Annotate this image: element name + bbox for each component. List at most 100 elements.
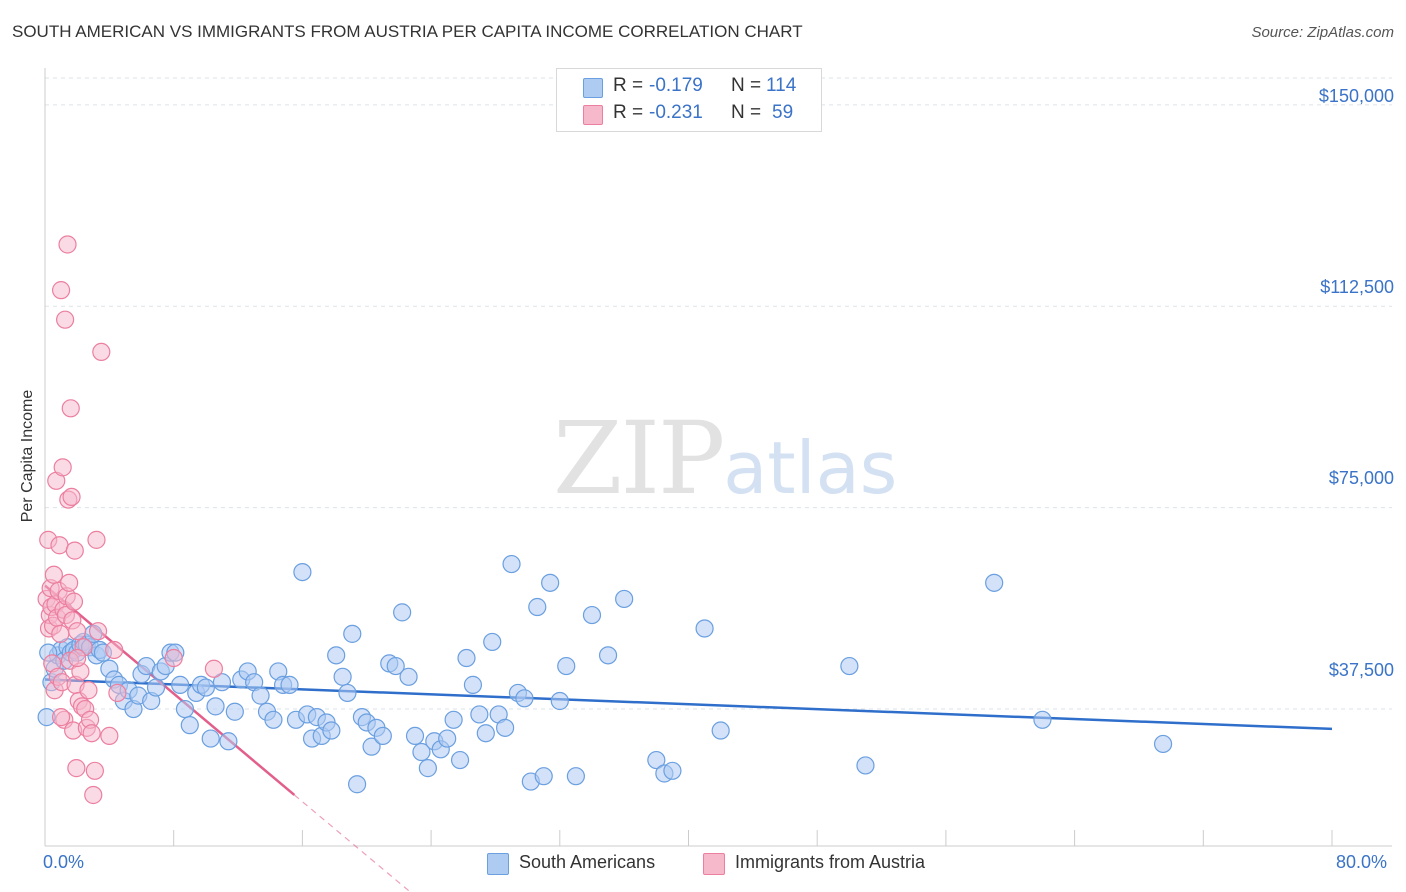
legend-n-value: 114 bbox=[766, 75, 797, 96]
south-american-point bbox=[225, 702, 244, 721]
x-tick-label-max: 80.0% bbox=[1336, 852, 1388, 872]
south-american-point bbox=[327, 646, 346, 665]
austria-point bbox=[67, 759, 86, 778]
legend-n-label: N = bbox=[731, 75, 762, 96]
south-american-point bbox=[343, 624, 362, 643]
bottom-legend-austria: Immigrants from Austria bbox=[703, 852, 963, 876]
bottom-legend-south-americans: South Americans bbox=[487, 852, 687, 876]
south-american-point bbox=[695, 619, 714, 638]
austria-point bbox=[51, 281, 71, 300]
pink-swatch-icon bbox=[583, 105, 603, 125]
south-american-point bbox=[582, 605, 602, 625]
austria-point bbox=[92, 342, 111, 362]
austria-point bbox=[44, 565, 63, 584]
austria-point bbox=[82, 724, 101, 743]
south-american-point bbox=[175, 699, 195, 719]
south-american-point bbox=[598, 646, 618, 665]
south-american-point bbox=[528, 597, 547, 617]
austria-point bbox=[204, 659, 224, 678]
south-american-point bbox=[438, 729, 457, 748]
austria-point bbox=[51, 708, 71, 727]
y-tick-label: $112,500 bbox=[1320, 277, 1394, 297]
south-american-point bbox=[550, 691, 569, 711]
south-american-point bbox=[711, 721, 730, 740]
south-american-point bbox=[201, 729, 220, 748]
south-american-point bbox=[280, 675, 299, 694]
south-american-point bbox=[393, 603, 412, 622]
south-american-point bbox=[647, 750, 666, 770]
south-american-point bbox=[362, 737, 381, 756]
south-american-point bbox=[444, 710, 463, 729]
austria-point bbox=[84, 785, 103, 805]
south-american-point bbox=[463, 675, 483, 694]
source-label: Source: ZipAtlas.com bbox=[1251, 24, 1394, 41]
south-american-point bbox=[293, 562, 312, 582]
south-american-point bbox=[338, 683, 357, 703]
legend-label-austria: Immigrants from Austria bbox=[735, 852, 926, 872]
y-axis-label: Per Capita Income bbox=[19, 389, 36, 523]
south-american-point bbox=[663, 761, 682, 780]
south-american-point bbox=[322, 721, 341, 740]
austria-point bbox=[108, 683, 127, 703]
chart-title: SOUTH AMERICAN VS IMMIGRANTS FROM AUSTRI… bbox=[12, 22, 803, 41]
blue-swatch-icon bbox=[487, 853, 509, 875]
south-american-point bbox=[206, 697, 225, 716]
austria-point bbox=[105, 640, 124, 660]
legend-r-value: -0.179 bbox=[649, 75, 703, 96]
south-american-point bbox=[840, 656, 859, 676]
austria-point bbox=[62, 487, 81, 507]
south-american-point bbox=[196, 678, 215, 697]
legend-label-south-americans: South Americans bbox=[519, 852, 656, 872]
austria-point bbox=[65, 541, 84, 560]
austria-point bbox=[79, 681, 98, 700]
south-american-point bbox=[457, 648, 476, 668]
austria-point bbox=[87, 530, 106, 549]
south-american-point bbox=[212, 673, 232, 692]
scatter-points bbox=[37, 235, 1173, 805]
south-american-point bbox=[386, 656, 405, 676]
austria-point bbox=[50, 536, 69, 555]
y-tick-label: $37,500 bbox=[1328, 660, 1394, 680]
south-american-point bbox=[180, 716, 199, 735]
y-tick-label: $150,000 bbox=[1318, 86, 1394, 106]
austria-point bbox=[68, 648, 87, 668]
south-american-point bbox=[405, 726, 425, 746]
south-american-point bbox=[418, 759, 437, 778]
austria-point bbox=[61, 399, 80, 418]
south-american-point bbox=[412, 742, 431, 762]
south-american-point bbox=[171, 675, 190, 694]
legend-r-label: R = bbox=[613, 75, 644, 96]
austria-point bbox=[56, 310, 75, 329]
south-american-point bbox=[1033, 710, 1052, 729]
austria-point bbox=[164, 648, 183, 668]
legend-n-label: N = bbox=[731, 102, 762, 123]
south-american-point bbox=[219, 732, 238, 751]
austria-point bbox=[58, 235, 77, 254]
south-american-point bbox=[496, 718, 515, 737]
watermark-zip: ZIP bbox=[553, 400, 725, 517]
austria-trendline-extension bbox=[293, 794, 412, 892]
austria-point bbox=[85, 761, 104, 780]
x-tick-label-min: 0.0% bbox=[43, 852, 85, 872]
south-american-point bbox=[566, 767, 585, 786]
south-american-point bbox=[534, 767, 553, 786]
legend-r-value: -0.231 bbox=[649, 102, 703, 123]
austria-point bbox=[88, 622, 108, 641]
legend-r-label: R = bbox=[613, 102, 644, 123]
south-american-point bbox=[557, 656, 576, 676]
austria-point bbox=[60, 573, 79, 592]
south-american-point bbox=[1153, 734, 1173, 754]
south-american-point bbox=[515, 689, 534, 708]
south-american-point bbox=[264, 710, 283, 729]
austria-point bbox=[68, 622, 87, 641]
south-american-point bbox=[502, 554, 521, 574]
south-american-point bbox=[476, 724, 495, 743]
pink-swatch-icon bbox=[703, 853, 725, 875]
austria-point bbox=[100, 726, 119, 746]
blue-swatch-icon bbox=[583, 78, 603, 98]
watermark-atlas: atlas bbox=[723, 426, 898, 510]
south-american-point bbox=[856, 756, 875, 775]
south-american-point bbox=[615, 589, 634, 609]
south-american-point bbox=[470, 705, 489, 724]
